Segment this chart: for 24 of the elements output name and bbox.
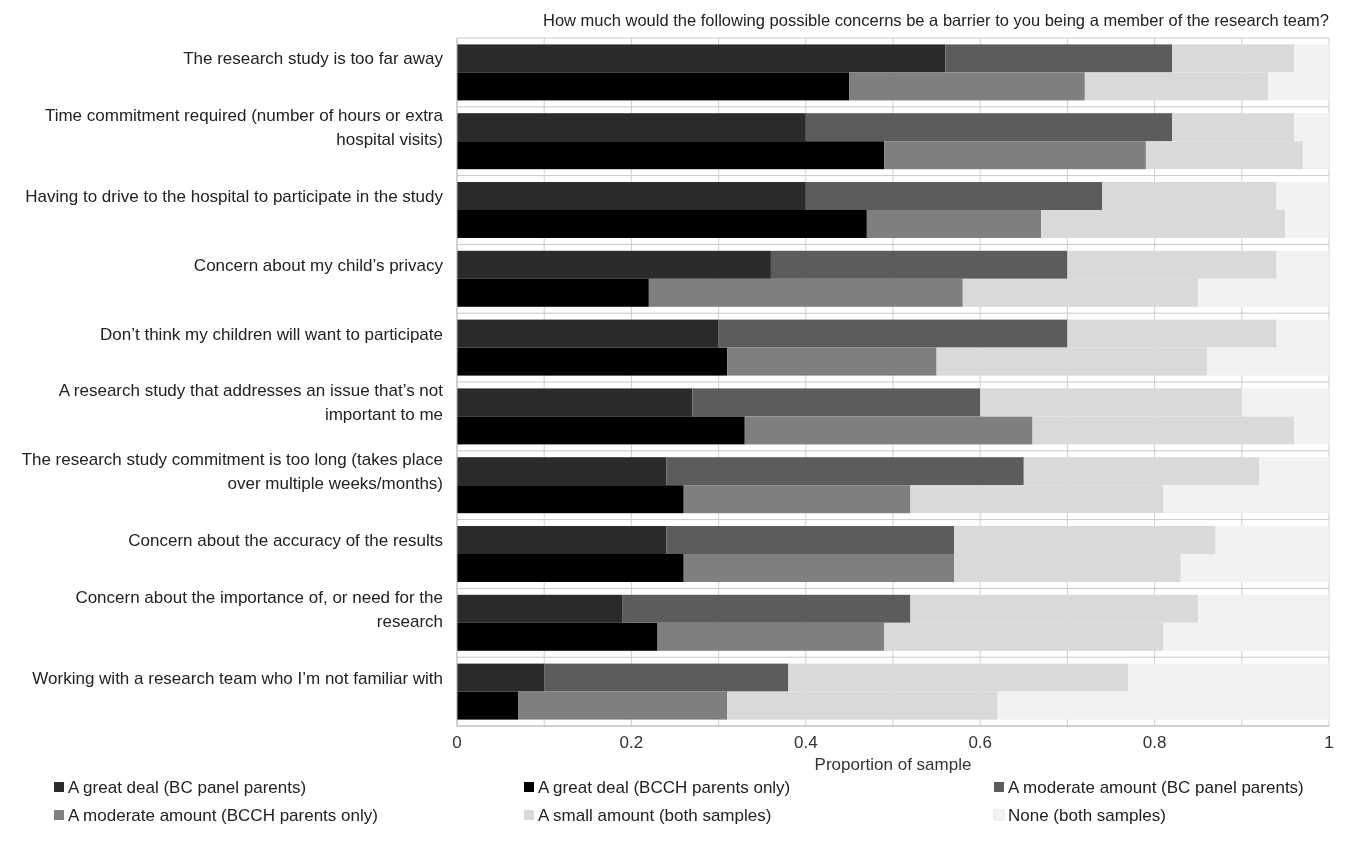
y-tick-label: Don’t think my children will want to participate [100,324,443,344]
x-tick-label: 0.8 [1142,733,1167,752]
y-tick-label: Working with a research team who I’m not familiar with [32,668,443,688]
y-tick-label: The research study commitment is too long (takes place over multiple weeks/months) [21,450,443,494]
x-tick-label: 0.2 [619,733,644,752]
legend-label: None (both samples) [1008,806,1166,825]
y-tick-label: Concern about my child’s privacy [193,255,444,275]
legend-label: A moderate amount (BC panel parents) [1008,778,1304,797]
y-tick-label: Concern about the importance of, or need for the research [75,587,443,631]
x-tick-label: 1 [1324,733,1334,752]
legend-label: A small amount (both samples) [538,806,772,825]
x-tick-label: 0.6 [968,733,993,752]
x-axis-title: Proportion of sample [814,755,972,774]
legend-label: A great deal (BC panel parents) [68,778,307,797]
legend-label: A great deal (BCCH parents only) [538,778,791,797]
y-tick-label: Having to drive to the hospital to participate in the study [25,187,444,206]
y-tick-label: The research study is too far away [183,49,444,69]
y-tick-label: Concern about the accuracy of the results [128,531,443,550]
legend-label: A moderate amount (BCCH parents only) [68,806,378,825]
y-tick-label: A research study that addresses an issue that’s not important to me [58,381,444,425]
y-tick-label: Time commitment required (number of hours or extra hospital visits) [44,106,444,150]
chart-title: How much would the following possible concerns be a barrier to you being a member of the research team? [543,11,1329,29]
x-tick-label: 0 [452,733,462,752]
x-tick-label: 0.4 [793,733,818,752]
